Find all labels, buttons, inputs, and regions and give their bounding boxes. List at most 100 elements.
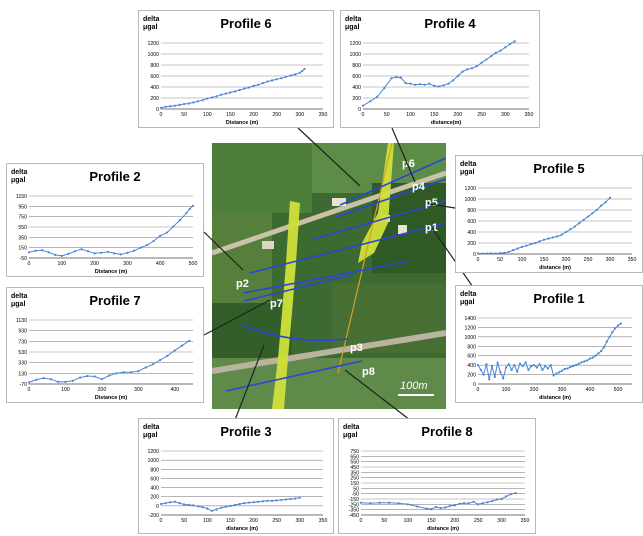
data-point [577,362,580,365]
y-axis-label: μgal [11,301,25,308]
data-point [491,500,494,503]
y-axis-label: μgal [345,24,359,31]
y-tick-label: 930 [18,329,27,335]
data-point [247,501,251,504]
data-point [433,84,436,87]
x-tick-label: 150 [427,518,436,524]
y-axis-label: delta [345,16,361,23]
x-tick-label: 0 [360,518,363,524]
chart-title: Profile 3 [220,424,271,439]
x-tick-label: 100 [518,257,527,263]
map-label: p1 [425,222,438,234]
data-point [399,76,403,79]
y-tick-label: 250 [350,476,359,482]
building [262,241,274,249]
data-point [530,364,533,368]
data-point [270,79,274,82]
y-tick-label: -450 [349,513,359,519]
data-point [137,370,140,373]
data-point [404,82,407,85]
data-point [448,504,452,508]
data-point [192,504,195,507]
data-point [188,339,191,342]
data-point [586,215,590,218]
data-point [34,249,37,252]
data-point [498,252,502,255]
y-tick-label: 1130 [16,318,27,324]
data-point [275,499,278,502]
satellite-map: p6 p4 p5 p1 p2 p7 p3 p8 100m [212,143,446,409]
data-point [495,498,498,501]
data-point [233,503,237,507]
data-point [201,506,204,509]
data-point [544,364,547,368]
data-point [556,235,559,238]
x-tick-label: 250 [584,257,593,263]
data-point [423,83,426,86]
data-point [178,219,181,222]
y-axis-label: delta [11,169,27,176]
data-point [106,250,109,253]
data-point [481,502,484,505]
y-axis-label: delta [343,424,359,431]
data-point [600,349,603,353]
chart-panel-profile-8: Profile 8 delta μgal -450 -350 -250 -150 -50 50 1… [338,418,536,534]
x-tick-label: 50 [497,257,503,263]
data-point [569,365,572,369]
map-label: p5 [425,197,438,209]
data-point [173,349,176,352]
data-point [93,252,96,255]
data-point [229,91,232,94]
data-point [604,201,607,204]
y-tick-label: 0 [473,382,476,388]
data-point [132,249,136,252]
y-axis-label: delta [460,291,476,298]
x-tick-label: 200 [98,387,107,393]
y-axis-label: delta [143,16,159,23]
data-point [139,246,142,249]
data-point [266,499,269,502]
x-tick-label: 200 [90,261,99,267]
series-line [160,68,305,109]
x-tick-label: 250 [474,518,483,524]
data-point [588,357,592,360]
chart-svg-p3: Profile 3deltaμgal-200020040060080010001… [143,424,327,532]
data-point [591,212,594,215]
data-point [119,253,122,256]
data-point [616,324,620,327]
data-point [376,95,379,98]
data-point [574,364,578,367]
data-point [252,501,255,504]
data-point [187,503,190,507]
data-point [169,105,172,108]
y-tick-label: 400 [150,486,159,492]
x-tick-label: 0 [160,518,163,524]
series-line [478,197,611,255]
data-point [525,244,528,247]
data-point [280,77,283,80]
y-tick-label: 1000 [464,197,476,203]
data-point [578,222,581,225]
data-point [480,61,483,64]
x-tick-label: 50 [181,112,187,118]
data-point [159,234,162,237]
chart-panel-profile-4: Profile 4 delta μgal 0 200 400 600 800 1000 1200 0… [340,10,540,128]
x-tick-label: 0 [28,261,31,267]
field-a [212,143,312,213]
y-tick-label: 800 [467,344,476,350]
data-point [563,367,566,371]
data-point [152,239,155,243]
data-point [619,322,622,325]
chart-panel-profile-5: Profile 5 delta μgal 0 200 400 600 800 1000 1200 0… [455,155,643,273]
data-point [215,508,218,511]
data-point [461,70,464,73]
data-point [430,508,433,511]
x-tick-label: 200 [249,112,258,118]
data-point [608,335,611,338]
data-point [369,100,372,103]
y-tick-label: 350 [350,470,359,476]
profile-line-p5 [313,200,446,240]
data-point [80,248,83,251]
